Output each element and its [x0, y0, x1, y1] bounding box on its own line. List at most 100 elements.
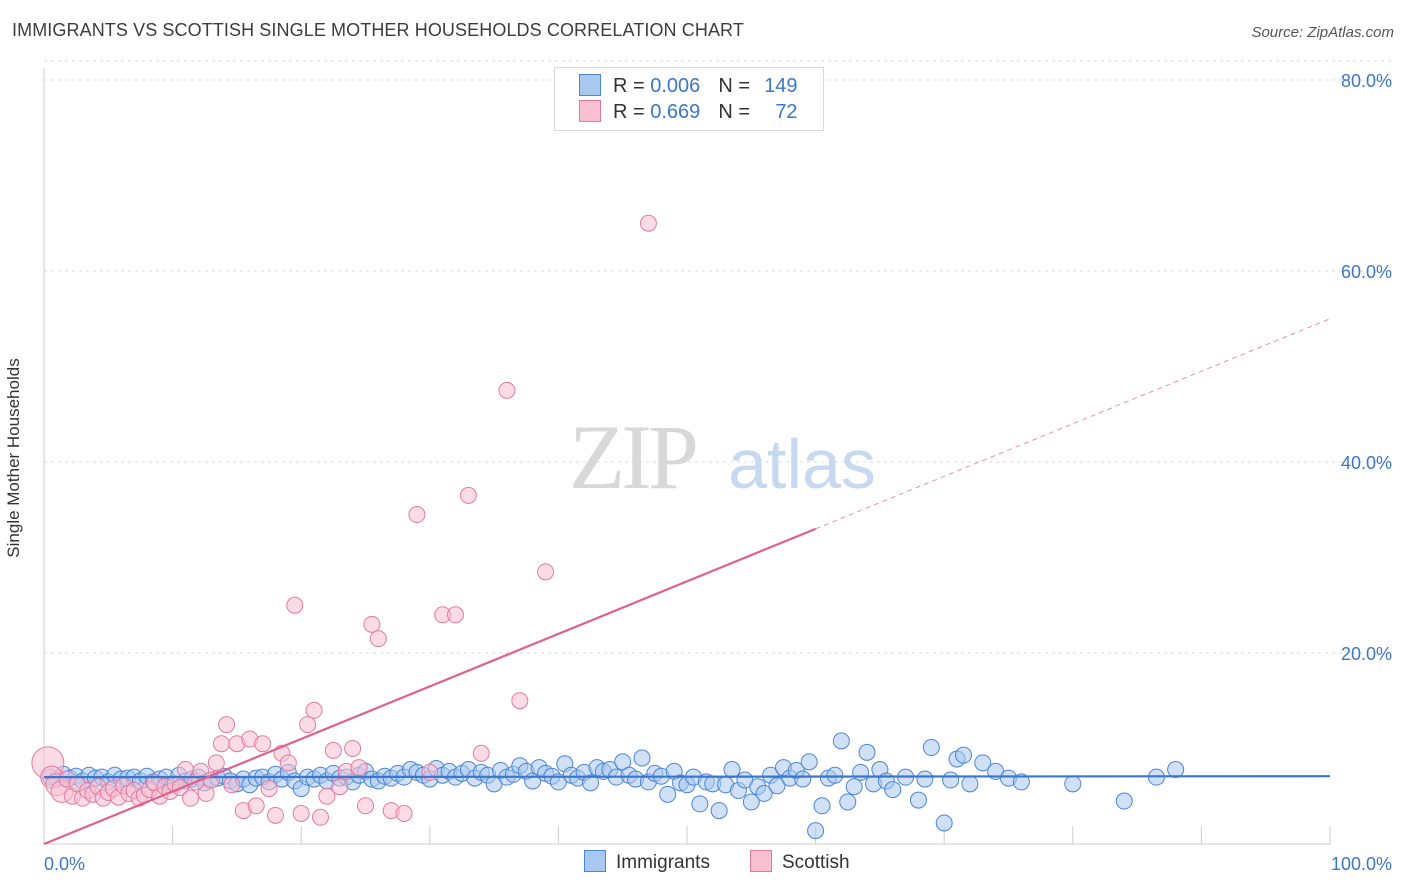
chart-title: IMMIGRANTS VS SCOTTISH SINGLE MOTHER HOU… — [12, 20, 744, 40]
point-scottish — [472, 744, 490, 762]
point-scottish — [266, 806, 284, 824]
legend-series: Immigrants Scottish — [0, 850, 1406, 878]
point-scottish — [447, 606, 465, 624]
point-scottish — [357, 797, 374, 815]
r-label: R = — [613, 101, 651, 123]
point-immigrants — [961, 775, 979, 793]
point-scottish — [292, 804, 310, 822]
trendline-immigrants — [43, 775, 1331, 779]
r-label: R = — [613, 75, 651, 97]
point-scottish — [395, 804, 413, 822]
point-scottish — [324, 741, 342, 759]
point-immigrants — [935, 814, 953, 832]
point-scottish — [247, 797, 265, 815]
point-scottish — [299, 716, 317, 734]
legend-label: Immigrants — [616, 852, 710, 874]
point-scottish — [408, 506, 426, 524]
y-axis-label: Single Mother Households — [4, 358, 23, 558]
n-label: N = — [718, 101, 756, 123]
trendline-scottish — [43, 527, 817, 846]
point-immigrants — [909, 791, 927, 809]
point-immigrants — [1012, 773, 1030, 791]
point-immigrants — [755, 784, 773, 802]
point-scottish — [286, 596, 304, 614]
point-scottish — [254, 735, 272, 753]
point-immigrants — [942, 771, 960, 789]
point-immigrants — [916, 770, 934, 788]
point-immigrants — [807, 822, 825, 840]
scottish-swatch — [579, 99, 601, 122]
point-scottish — [207, 754, 225, 772]
point-immigrants — [813, 797, 831, 815]
n-value: 149 — [764, 75, 798, 97]
point-scottish — [350, 759, 368, 777]
tick-labels: 20.0% 40.0% 60.0% 80.0% 0.0% 100.0% — [44, 71, 1392, 874]
point-scottish — [279, 754, 297, 772]
r-value: 0.006 — [650, 75, 701, 97]
immigrants-swatch — [584, 850, 606, 872]
point-immigrants — [742, 793, 760, 811]
legend-stats: R = 0.006 N = 149 R = 0.669 N = 72 — [554, 67, 824, 131]
point-immigrants — [826, 766, 844, 784]
point-immigrants — [633, 749, 651, 767]
legend-row-scottish: R = 0.669 N = 72 — [579, 99, 798, 127]
legend-row-immigrants: R = 0.006 N = 149 — [579, 73, 798, 101]
point-scottish — [511, 692, 529, 710]
point-immigrants — [922, 739, 940, 757]
watermark-zip: ZIP — [569, 406, 696, 508]
point-scottish — [318, 787, 336, 805]
point-scottish — [305, 701, 323, 719]
point-scottish — [344, 740, 362, 757]
point-immigrants — [1115, 792, 1133, 810]
legend-label: Scottish — [782, 852, 850, 874]
point-immigrants — [858, 743, 876, 761]
point-immigrants — [884, 781, 902, 799]
x-tick-label: 0.0% — [44, 854, 85, 874]
n-label: N = — [718, 75, 756, 97]
point-immigrants — [954, 746, 972, 764]
y-tick-label: 80.0% — [1341, 71, 1392, 91]
legend-item-scottish: Scottish — [750, 850, 850, 874]
axes — [43, 68, 1331, 845]
x-tick-label: 100.0% — [1331, 854, 1392, 874]
point-scottish — [218, 716, 236, 734]
point-immigrants — [1167, 761, 1185, 779]
point-scottish — [369, 630, 387, 648]
point-scottish — [639, 214, 657, 232]
point-scottish — [498, 381, 516, 399]
point-scottish — [260, 780, 278, 798]
scottish-swatch — [750, 850, 772, 872]
trendlines — [43, 318, 1331, 846]
point-scottish — [182, 789, 200, 807]
point-immigrants — [852, 763, 870, 781]
point-scottish — [363, 615, 381, 633]
y-tick-label: 40.0% — [1341, 453, 1392, 473]
point-immigrants — [1064, 775, 1082, 793]
point-scottish — [212, 735, 230, 753]
grid — [44, 60, 1392, 654]
point-immigrants — [845, 778, 863, 796]
n-value: 72 — [775, 101, 798, 123]
watermark: ZIP atlas — [569, 406, 876, 508]
point-immigrants — [723, 761, 741, 779]
r-value: 0.669 — [650, 101, 701, 123]
watermark-atlas: atlas — [728, 425, 876, 503]
point-immigrants — [710, 802, 728, 820]
point-immigrants — [800, 753, 818, 771]
trendline-scottish-extension — [815, 318, 1331, 530]
point-scottish — [311, 808, 329, 826]
legend-item-immigrants: Immigrants — [584, 850, 710, 874]
point-scottish — [459, 486, 477, 504]
y-tick-label: 60.0% — [1341, 262, 1392, 282]
point-immigrants — [659, 785, 677, 803]
point-immigrants — [794, 770, 812, 788]
series-scottish — [31, 214, 657, 826]
immigrants-swatch — [579, 73, 601, 96]
point-immigrants — [582, 774, 600, 792]
chart-source: Source: ZipAtlas.com — [1251, 24, 1394, 41]
point-scottish — [331, 778, 349, 796]
y-tick-label: 20.0% — [1341, 644, 1392, 664]
point-scottish — [537, 563, 555, 581]
point-immigrants — [691, 795, 709, 813]
